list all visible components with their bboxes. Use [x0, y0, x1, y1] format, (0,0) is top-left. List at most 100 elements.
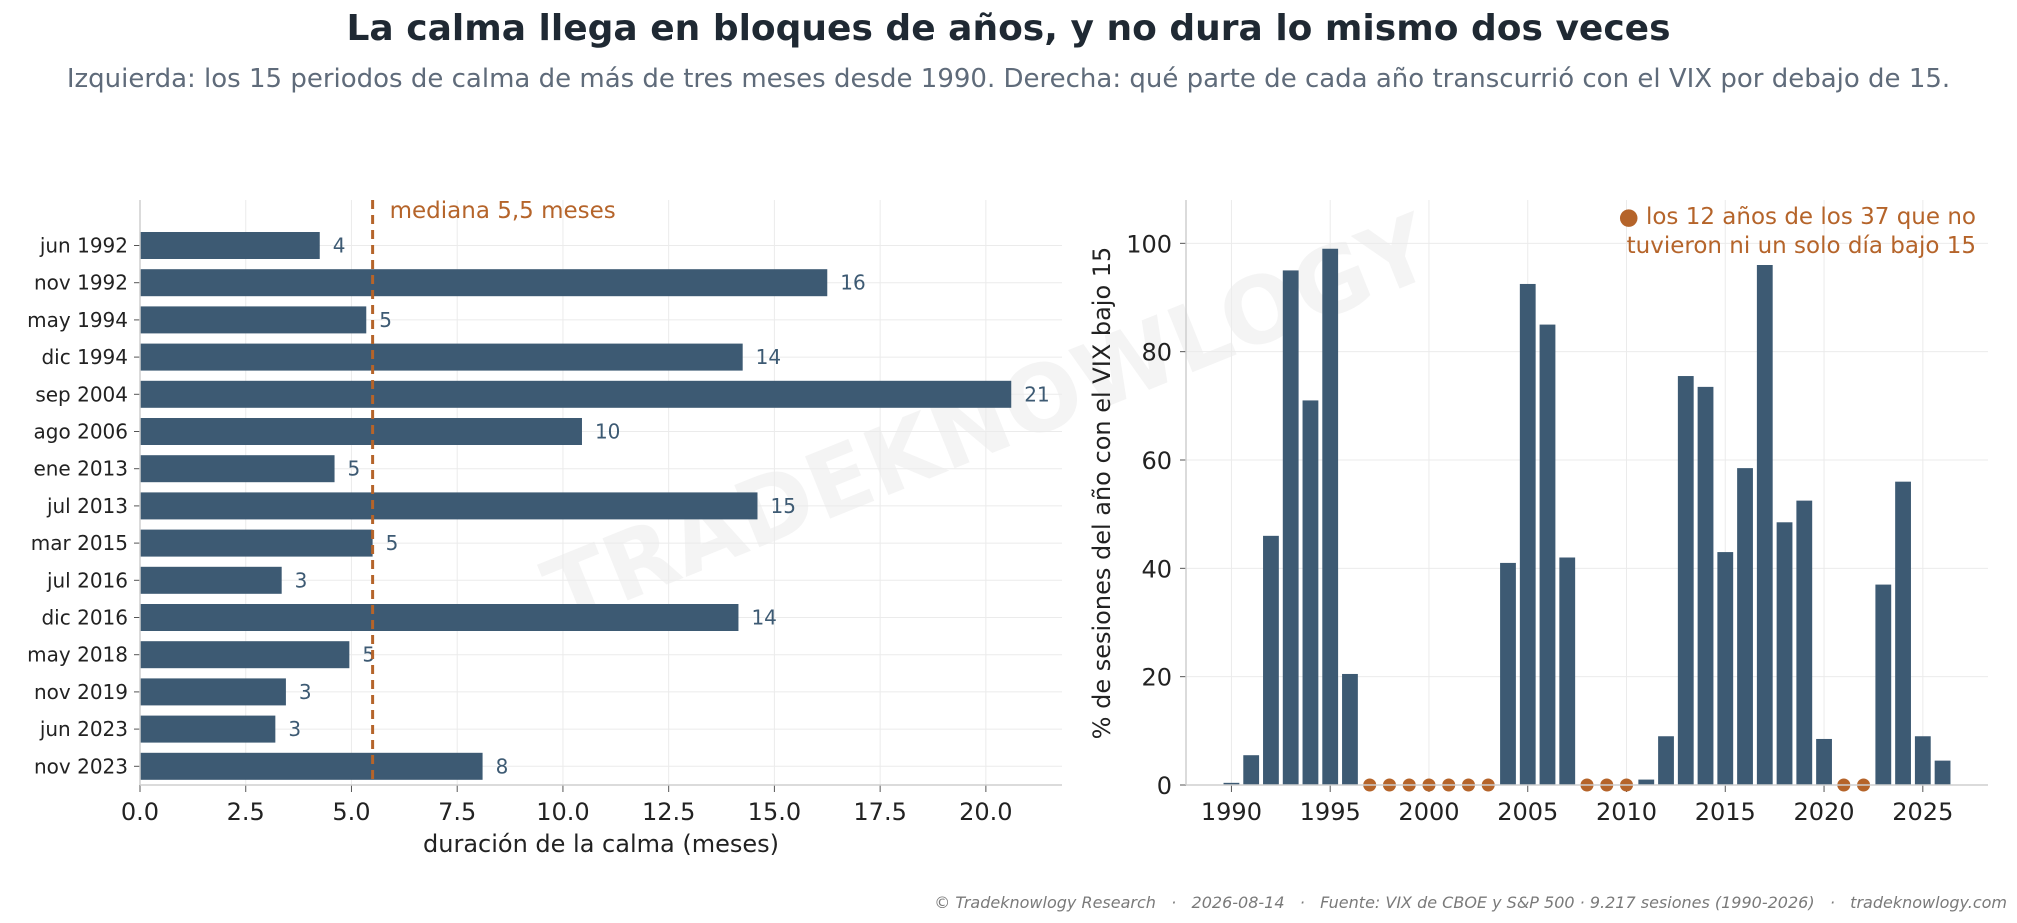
y-tick-label: mar 2015 [31, 531, 128, 555]
bar-value-label: 10 [595, 420, 620, 444]
charts-canvas: TRADEKNOWLOGY 0.0 2.5 5.0 7.5 10.0 12.5 15.0 17… [27, 194, 1988, 858]
bar [1638, 779, 1655, 785]
bar-value-label: 16 [840, 271, 865, 295]
y-tick-label: nov 2019 [34, 680, 128, 704]
bar-value-label: 14 [756, 345, 781, 369]
x-axis-label: duración de la calma (meses) [423, 830, 779, 858]
bar [1717, 552, 1734, 785]
y-tick-label: ago 2006 [34, 420, 128, 444]
bar [1796, 500, 1813, 785]
x-tick-label: 2010 [1596, 798, 1657, 826]
y-tick-label: 60 [1141, 447, 1172, 475]
y-tick-label: 100 [1126, 230, 1172, 258]
bar [140, 566, 282, 594]
left-chart-calm-durations: 0.0 2.5 5.0 7.5 10.0 12.5 15.0 17.5 20.0 jun 1992… [27, 198, 1062, 858]
x-tick-label: 17.5 [853, 798, 906, 826]
x-tick-label: 1990 [1201, 798, 1262, 826]
x-tick-label: 2025 [1892, 798, 1953, 826]
y-tick-label: jun 2023 [39, 717, 128, 741]
y-tick-label: dic 2016 [41, 606, 128, 630]
bar-value-label: 15 [770, 494, 795, 518]
x-tick-label: 20.0 [959, 798, 1012, 826]
y-axis-label: % de sesiones del año con el VIX bajo 15 [1088, 247, 1116, 740]
y-tick-label: 20 [1141, 664, 1172, 692]
bar [1500, 562, 1516, 785]
y-tick-label: may 2018 [27, 643, 128, 667]
bar [140, 380, 1012, 408]
bar [1875, 584, 1892, 785]
bar [1816, 738, 1832, 785]
bar-value-label: 3 [299, 680, 312, 704]
bar [140, 343, 743, 371]
y-tick-label: 40 [1141, 555, 1172, 583]
bar-value-label: 3 [288, 717, 301, 741]
bar [140, 232, 320, 259]
bar [1519, 283, 1536, 785]
x-tick-label: 5.0 [332, 798, 370, 826]
bar [140, 306, 367, 334]
x-tick-label: 2005 [1497, 798, 1558, 826]
annotation-line-1: ● los 12 años de los 37 que no [1619, 204, 1976, 230]
bar [140, 269, 828, 297]
x-tick-label: 7.5 [438, 798, 476, 826]
y-tick-label: jun 1992 [39, 234, 128, 258]
bar [140, 529, 373, 557]
y-tick-label: jul 2016 [46, 568, 128, 592]
bar-value-label: 5 [362, 643, 375, 667]
x-tick-label: 15.0 [748, 798, 801, 826]
y-tick-label: may 1994 [27, 308, 128, 332]
bar [1895, 481, 1911, 785]
bar-value-label: 3 [295, 568, 308, 592]
bar [1697, 386, 1714, 785]
bar [1282, 270, 1299, 786]
bar [140, 604, 739, 631]
bar [1756, 265, 1773, 785]
x-tick-label: 2015 [1695, 798, 1756, 826]
y-tick-label: ene 2013 [33, 457, 128, 481]
bar-value-label: 14 [751, 606, 776, 630]
y-tick-label: dic 1994 [41, 345, 128, 369]
bar [1934, 760, 1951, 785]
footer-credits: © Tradeknowlogy Research · 2026-08-14 · … [934, 893, 2007, 912]
x-tick-label: 12.5 [642, 798, 695, 826]
bar [1658, 736, 1674, 785]
y-tick-label: sep 2004 [35, 382, 128, 406]
bar [140, 752, 483, 780]
bar [1223, 782, 1240, 785]
bar [1559, 557, 1576, 785]
x-tick-label: 2020 [1794, 798, 1855, 826]
x-tick-label: 10.0 [536, 798, 589, 826]
bar [140, 418, 582, 445]
median-label: mediana 5,5 meses [390, 198, 616, 224]
bar [1263, 535, 1279, 785]
y-tick-label: nov 1992 [34, 271, 128, 295]
chart-subtitle: Izquierda: los 15 periodos de calma de m… [66, 64, 1951, 94]
bar [1677, 376, 1694, 785]
bar [140, 715, 276, 743]
bar [1539, 324, 1556, 785]
bar [1322, 248, 1339, 785]
bar [1302, 400, 1319, 785]
bar-value-label: 21 [1024, 382, 1049, 406]
annotation-line-2: tuvieron ni un solo día bajo 15 [1627, 233, 1976, 259]
chart-title: La calma llega en bloques de años, y no … [346, 8, 1671, 49]
right-chart-yearly-share: 0 20 40 60 80 100 1990 1995 2000 2005 2010 2015 2020… [1088, 200, 1988, 826]
y-tick-label: 80 [1141, 339, 1172, 367]
bar [140, 678, 286, 706]
bar-value-label: 5 [386, 531, 399, 555]
bar [140, 641, 350, 669]
bar [1342, 673, 1358, 785]
y-tick-label: 0 [1157, 772, 1172, 800]
x-tick-label: 0.0 [121, 798, 159, 826]
y-tick-label: jul 2013 [46, 494, 128, 518]
bar [140, 455, 335, 483]
bar-value-label: 5 [348, 457, 361, 481]
y-tick-label: nov 2023 [34, 754, 128, 778]
bar-value-label: 4 [333, 234, 346, 258]
bar [1243, 755, 1260, 785]
x-tick-label: 1995 [1300, 798, 1361, 826]
x-tick-label: 2.5 [227, 798, 265, 826]
bar [140, 492, 758, 520]
bar [1776, 522, 1793, 785]
bar [1914, 736, 1931, 785]
